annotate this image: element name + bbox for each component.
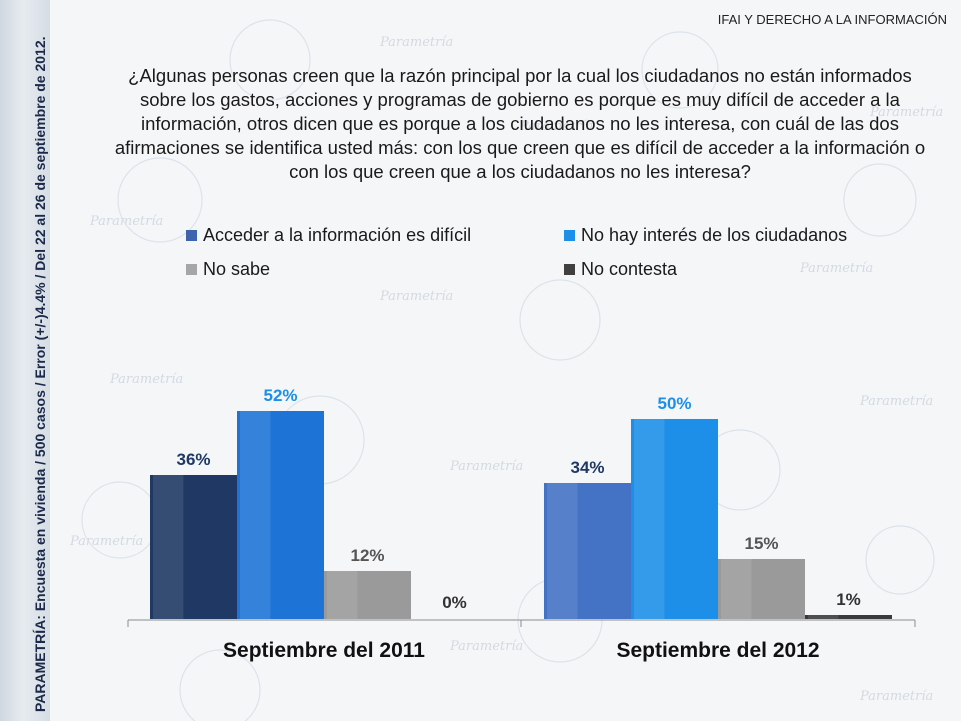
legend-item: No hay interés de los ciudadanos (564, 225, 847, 246)
data-label: 0% (442, 593, 467, 612)
bar (805, 615, 892, 619)
bar-highlight (634, 419, 665, 619)
data-label: 34% (570, 458, 604, 477)
legend-item: Acceder a la información es difícil (186, 225, 471, 246)
watermark-text: Parametría (859, 689, 933, 704)
bar (544, 483, 631, 619)
bar (324, 571, 411, 619)
bar-highlight (808, 615, 839, 619)
data-label: 50% (657, 394, 691, 413)
watermark-text: Parametría (109, 372, 183, 387)
legend-label: No hay interés de los ciudadanos (581, 225, 848, 245)
bar-highlight (153, 475, 184, 619)
legend-label: No contesta (581, 259, 678, 279)
watermark-text: Parametría (859, 394, 933, 409)
watermark-text: Parametría (449, 459, 523, 474)
legend-swatch (564, 264, 575, 275)
bar-highlight (547, 483, 578, 619)
bar (150, 475, 237, 619)
category-label: Septiembre del 2012 (616, 639, 819, 662)
survey-question: ¿Algunas personas creen que la razón pri… (114, 65, 926, 182)
watermark-text: Parametría (89, 214, 163, 229)
watermark-text: Parametría (799, 261, 873, 276)
data-label: 12% (350, 546, 384, 565)
bar (237, 411, 324, 619)
bar (631, 419, 718, 619)
header-title: IFAI Y DERECHO A LA INFORMACIÓN (717, 12, 947, 27)
watermark-text: Parametría (869, 105, 943, 120)
data-label: 1% (836, 590, 861, 609)
bar (718, 559, 805, 619)
category-label: Septiembre del 2011 (223, 639, 425, 662)
sidebar-strip (0, 0, 50, 721)
data-label: 52% (263, 386, 297, 405)
watermark-text: Parametría (519, 119, 593, 134)
legend-item: No sabe (186, 259, 270, 280)
legend-label: Acceder a la información es difícil (203, 225, 472, 245)
data-label: 15% (744, 534, 778, 553)
bar-highlight (327, 571, 358, 619)
legend-swatch (186, 230, 197, 241)
watermark-text: Parametría (379, 289, 453, 304)
watermark-text: Parametría (379, 35, 453, 50)
legend-swatch (564, 230, 575, 241)
watermark-text: Parametría (69, 534, 143, 549)
bar-highlight (721, 559, 752, 619)
legend-item: No contesta (564, 259, 677, 280)
legend-swatch (186, 264, 197, 275)
legend-label: No sabe (203, 259, 271, 279)
data-label: 36% (176, 450, 210, 469)
watermark-text: Parametría (449, 639, 523, 654)
bar-highlight (240, 411, 271, 619)
